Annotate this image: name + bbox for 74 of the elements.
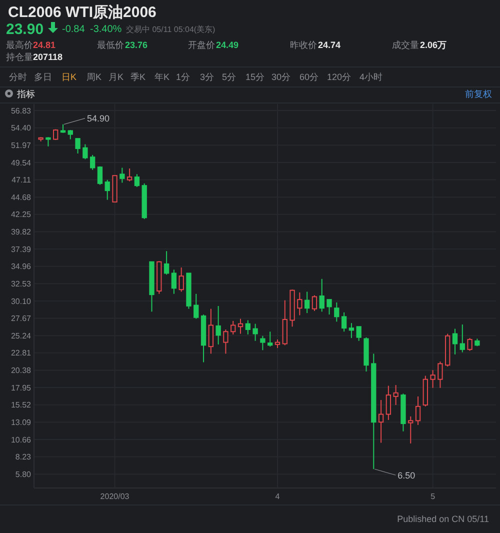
text: 持仓量	[6, 52, 33, 62]
text: Published on CN 05/11	[397, 514, 489, 524]
text: 开盘价	[188, 40, 215, 50]
candlestick	[245, 320, 250, 335]
y-tick-label: 30.10	[10, 296, 32, 306]
x-tick-label: 4	[275, 492, 280, 501]
text: 24.49	[216, 40, 239, 50]
text: 周K	[86, 72, 102, 82]
text: 交易中 05/11 05:04(美东)	[126, 25, 216, 34]
text: 2.06万	[420, 40, 447, 50]
text: 前复权	[465, 89, 492, 99]
x-tick-label: 2020/03	[100, 492, 130, 501]
y-tick-label: 15.52	[10, 400, 32, 410]
text: 24.81	[33, 40, 56, 50]
y-tick-label: 49.54	[10, 158, 32, 168]
text: 指标	[16, 89, 35, 99]
candlestick	[452, 328, 458, 355]
y-tick-label: 37.39	[10, 244, 32, 254]
y-tick-label: 13.09	[10, 418, 32, 427]
text: 30分	[271, 72, 291, 82]
text: 3分	[200, 72, 214, 82]
y-tick-label: 20.38	[10, 366, 32, 376]
text: 60分	[299, 72, 319, 82]
text: 15分	[245, 72, 265, 82]
text: 成交量	[392, 40, 419, 50]
y-tick-label: 47.11	[12, 176, 32, 185]
text: 23.76	[125, 40, 148, 50]
annotation: 54.90	[86, 113, 110, 124]
y-tick-label: 54.40	[10, 124, 32, 133]
candlestick	[348, 322, 354, 339]
text: 207118	[33, 52, 63, 62]
y-tick-label: 25.24	[10, 331, 32, 340]
text: 5分	[222, 72, 236, 82]
text: 昨收价	[290, 40, 317, 50]
text: -0.84	[62, 24, 86, 35]
candlestick	[371, 353, 376, 470]
candlestick	[326, 299, 332, 316]
y-tick-label: 27.67	[10, 314, 32, 324]
y-tick-label: 56.83	[10, 106, 32, 116]
text: 日K	[61, 72, 77, 82]
y-tick-label: 8.23	[15, 452, 32, 462]
y-tick-label: 32.53	[10, 279, 32, 288]
y-tick-label: 5.80	[15, 470, 32, 479]
chart-title: CL2006 WTI原油2006	[8, 4, 156, 21]
candlestick	[149, 261, 154, 312]
text: 分时	[9, 72, 27, 82]
text: 4小时	[359, 72, 383, 82]
y-tick-label: 10.66	[10, 435, 32, 444]
y-tick-label: 17.95	[10, 383, 32, 392]
y-tick-label: 39.82	[10, 228, 32, 237]
text: 1分	[176, 72, 190, 82]
text: 季K	[130, 72, 146, 82]
x-tick-label: 5	[430, 492, 436, 501]
candlestick	[75, 138, 80, 154]
text: 年K	[154, 72, 170, 82]
y-tick-label: 44.68	[10, 192, 32, 202]
text: 最低价	[97, 40, 124, 50]
text: 120分	[326, 72, 352, 82]
chart-subtitle: 23.90	[6, 21, 44, 38]
annotation: 6.50	[398, 470, 416, 480]
candlestick	[186, 272, 192, 310]
text: 最高价	[6, 40, 33, 50]
candlestick	[304, 291, 310, 314]
y-tick-label: 51.97	[10, 140, 32, 150]
y-tick-label: 22.81	[10, 348, 32, 358]
text: -3.40%	[90, 24, 122, 35]
y-tick-label: 42.25	[10, 210, 32, 220]
candlestick	[252, 323, 258, 342]
text: 月K	[108, 72, 124, 82]
text: 24.74	[318, 40, 341, 50]
candlestick	[460, 324, 465, 353]
text: 多日	[34, 72, 52, 82]
candlestick	[216, 305, 221, 345]
y-tick-label: 34.96	[10, 262, 32, 272]
